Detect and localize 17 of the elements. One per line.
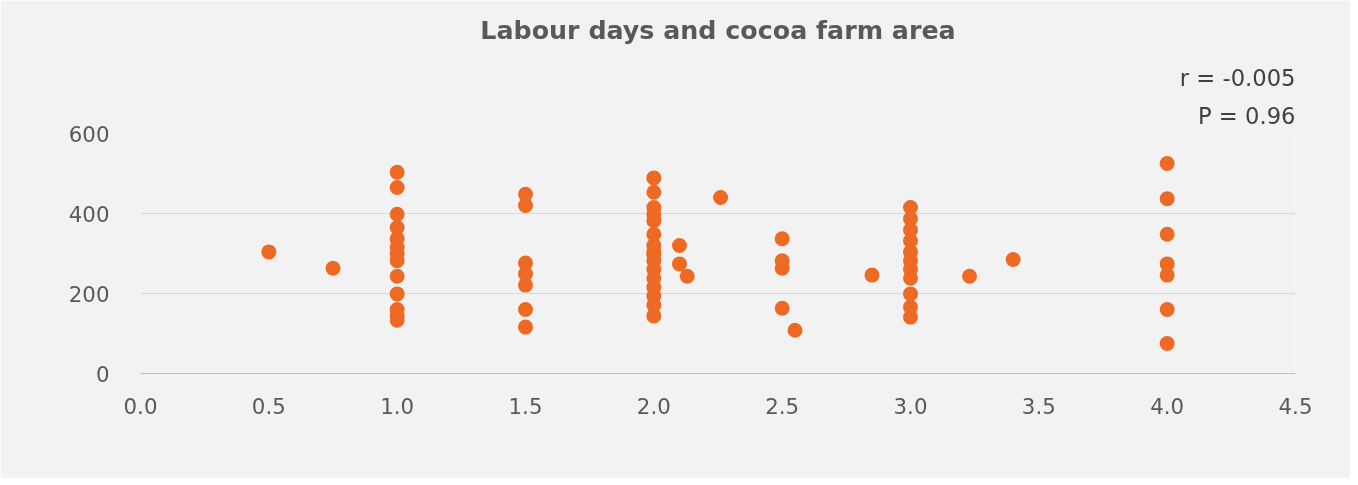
- y-tick-label: 200: [68, 281, 110, 307]
- x-tick-label: 4.5: [1278, 393, 1313, 419]
- x-tick-label: 0.5: [251, 393, 286, 419]
- y-tick-label: 0: [95, 361, 110, 387]
- x-tick-label: 2.0: [636, 393, 671, 419]
- text: r = -0.005: [1179, 64, 1296, 91]
- x-tick-label: 0.0: [123, 393, 158, 419]
- x-tick-label: 1.5: [508, 393, 543, 419]
- x-tick-label: 3.0: [893, 393, 928, 419]
- x-tick-label: 2.5: [765, 393, 800, 419]
- x-tick-label: 3.5: [1021, 393, 1056, 419]
- chart-title: Labour days and cocoa farm area: [480, 15, 956, 45]
- text: P = 0.96: [1198, 102, 1296, 129]
- x-tick-label: 1.0: [380, 393, 415, 419]
- x-tick-label: 4.0: [1150, 393, 1185, 419]
- y-tick-label: 400: [68, 201, 110, 227]
- y-tick-label: 600: [68, 121, 110, 147]
